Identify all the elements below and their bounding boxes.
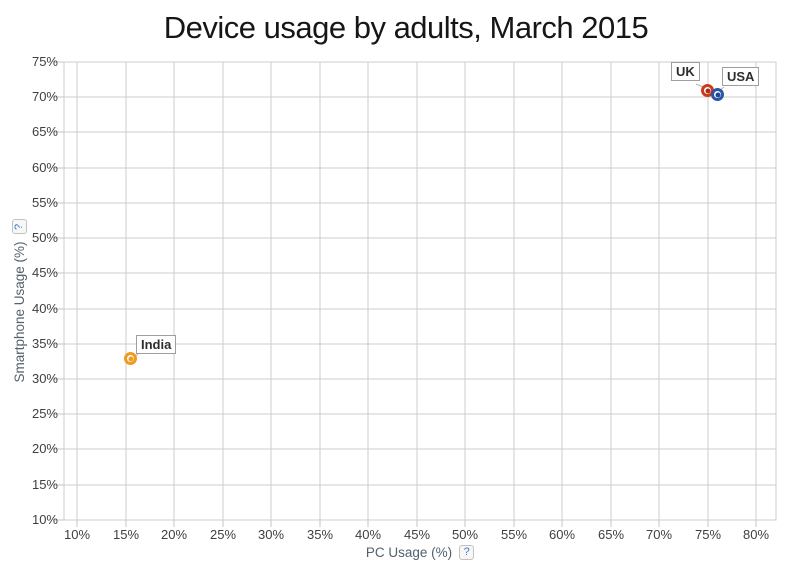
y-tick-label: 75% (31, 54, 58, 69)
x-tick-label: 80% (742, 527, 770, 542)
y-tick-label: 60% (31, 160, 58, 175)
y-tick-label: 55% (31, 195, 58, 210)
annotation-label-usa: USA (722, 67, 760, 86)
y-tick-label: 65% (31, 124, 58, 139)
x-tick-label: 10% (63, 527, 91, 542)
x-tick-label: 20% (160, 527, 188, 542)
data-point-usa-center-dot (715, 92, 720, 97)
x-tick-label: 30% (257, 527, 285, 542)
y-tick-label: 15% (31, 477, 58, 492)
data-point-india-center-dot (128, 356, 133, 361)
x-tick-label: 55% (500, 527, 528, 542)
x-tick-label: 15% (112, 527, 140, 542)
x-tick-label: 25% (209, 527, 237, 542)
y-tick-label: 35% (31, 336, 58, 351)
x-axis-title-row: PC Usage (%) ? (64, 545, 776, 560)
data-point-usa[interactable] (711, 88, 724, 101)
x-tick-label: 45% (403, 527, 431, 542)
horizontal-gridlines (64, 96, 776, 486)
x-tick-label: 60% (548, 527, 576, 542)
y-tick-marks (53, 61, 64, 521)
y-tick-label: 50% (31, 230, 58, 245)
y-axis-help-icon[interactable]: ? (11, 219, 27, 235)
plot-border (63, 61, 777, 521)
y-tick-label: 10% (31, 512, 58, 527)
y-tick-label: 45% (31, 265, 58, 280)
y-tick-label: 30% (31, 371, 58, 386)
annotation-label-india: India (136, 335, 177, 354)
y-tick-label: 70% (31, 89, 58, 104)
x-tick-label: 40% (354, 527, 382, 542)
annotation-connector-lines (131, 83, 725, 359)
data-point-uk-center-dot (705, 88, 710, 93)
x-axis-title: PC Usage (%) (365, 545, 453, 560)
x-tick-label: 75% (694, 527, 722, 542)
vertical-gridlines (76, 62, 757, 520)
y-tick-label: 20% (31, 441, 58, 456)
y-axis-title-row: Smartphone Usage (%) ? (10, 86, 28, 516)
x-tick-label: 70% (645, 527, 673, 542)
x-tick-label: 50% (451, 527, 479, 542)
annotation-label-uk: UK (671, 62, 700, 81)
x-axis-help-icon[interactable]: ? (459, 545, 475, 560)
x-tick-label: 65% (597, 527, 625, 542)
y-axis-title: Smartphone Usage (%) (11, 241, 27, 383)
y-tick-label: 40% (31, 301, 58, 316)
data-point-india[interactable] (124, 352, 137, 365)
x-tick-label: 35% (306, 527, 334, 542)
y-tick-label: 25% (31, 406, 58, 421)
x-tick-marks (76, 520, 757, 527)
chart-title: Device usage by adults, March 2015 (163, 10, 649, 45)
